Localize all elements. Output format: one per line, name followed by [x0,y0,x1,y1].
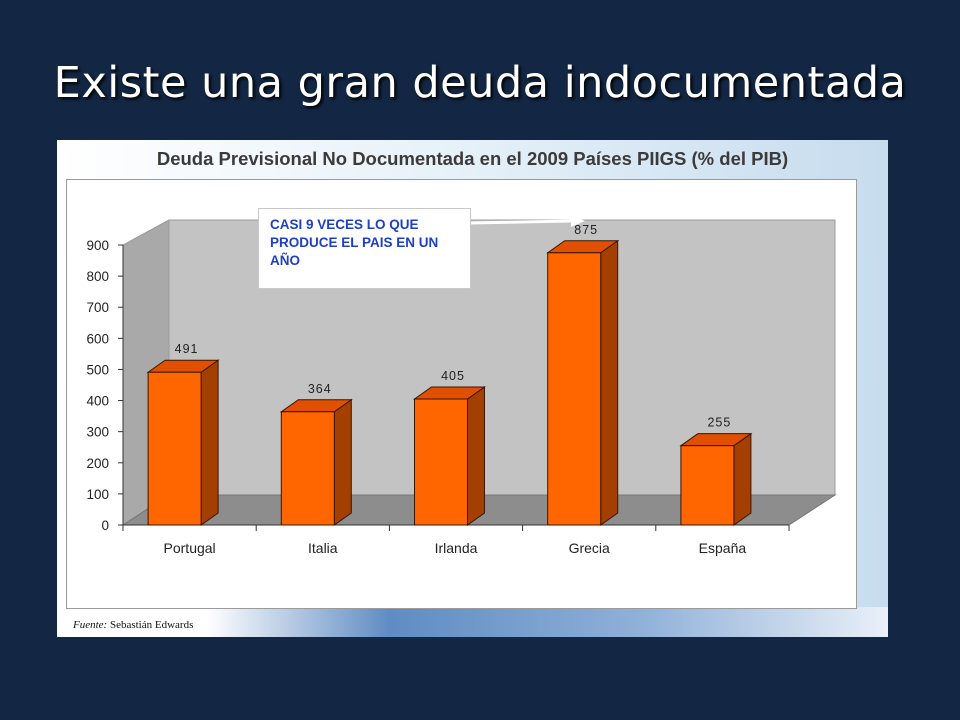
y-tick-label: 300 [86,425,109,440]
bar-side [467,386,485,526]
x-tick-label: Portugal [164,540,216,556]
bar [147,371,202,526]
callout-annotation: CASI 9 VECES LO QUE PRODUCE EL PAIS EN U… [262,212,467,285]
y-tick-label: 900 [86,238,109,253]
y-tick-label: 800 [86,269,109,284]
figure-footer-band [57,607,888,637]
y-tick-label: 200 [86,456,109,471]
y-tick-label: 700 [86,300,109,315]
x-tick-label: España [699,540,747,556]
bar [547,252,602,526]
bar [280,411,335,526]
x-tick-label: Grecia [569,540,610,556]
slide-title: Existe una gran deuda indocumentada [53,58,907,108]
bar-side [333,398,352,526]
source-label: Fuente: [73,619,108,631]
source-name: Sebastián Edwards [109,619,194,631]
bar-side [733,432,752,526]
bar-side [200,359,219,526]
source-note: Fuente: Sebastián Edwards [73,619,193,631]
y-tick-label: 100 [86,487,109,502]
y-tick-label: 600 [86,331,109,346]
chart-figure: Deuda Previsional No Documentada en el 2… [57,140,888,637]
x-tick-label: Irlanda [435,540,478,556]
bar-chart: 0 100 200 300 400 500 600 700 800 900 491 Portugal 3… [86,215,837,556]
data-label: 405 [441,369,465,383]
data-label: 875 [574,223,598,237]
data-label: 364 [308,382,332,396]
data-label: 255 [707,416,731,430]
y-tick-label: 0 [101,518,109,533]
bar [680,445,735,526]
bar [414,398,468,526]
x-tick-label: Italia [308,540,338,556]
y-tick-label: 500 [86,362,109,377]
callout-arrow-line [468,219,573,225]
y-tick-label: 400 [86,394,109,409]
chart-title: Deuda Previsional No Documentada en el 2… [156,148,789,169]
bar-side [600,239,619,526]
callout-arrow-head [571,215,585,227]
data-label: 491 [175,342,199,356]
